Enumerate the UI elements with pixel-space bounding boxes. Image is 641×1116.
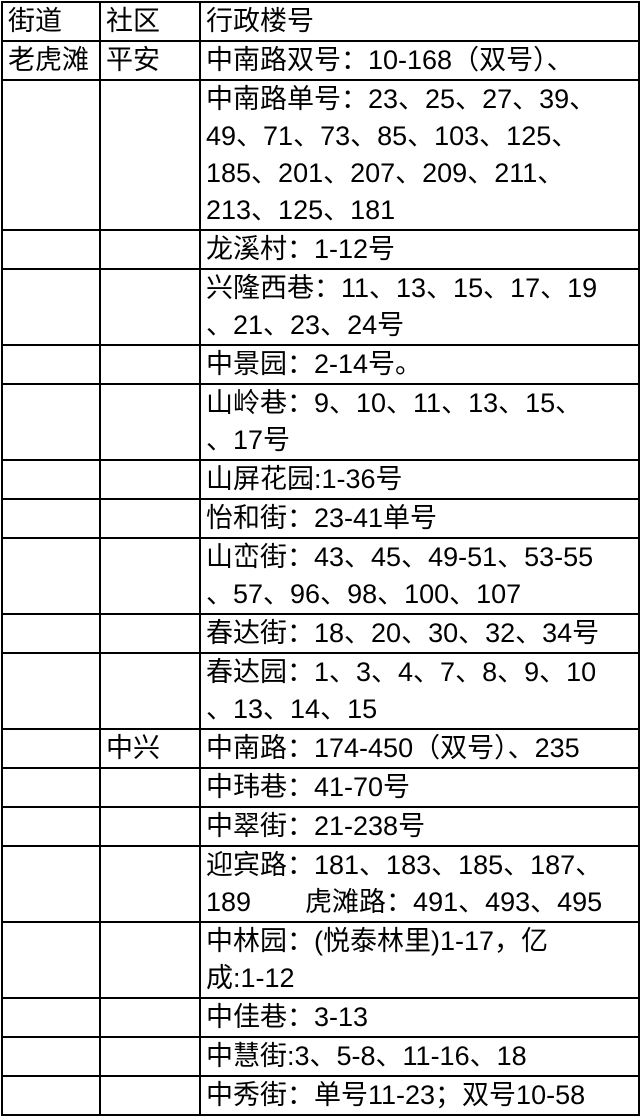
buildings-cell: 山岭巷：9、10、11、13、15、 、17号: [199, 383, 640, 461]
buildings-cell: 中秀街：单号11-23；双号10-58: [199, 1075, 640, 1116]
buildings-cell: 春达街：18、20、30、32、34号: [199, 613, 640, 654]
table-row: 中兴 中南路：174-450（双号）、235: [1, 728, 640, 769]
street-cell: [1, 613, 101, 654]
table-row: 山岭巷：9、10、11、13、15、 、17号: [1, 383, 640, 461]
table-row: 怡和街：23-41单号: [1, 498, 640, 539]
table-row: 中南路单号：23、25、27、39、 49、71、73、85、103、125、 …: [1, 79, 640, 231]
buildings-cell: 兴隆西巷：11、13、15、17、19 、21、23、24号: [199, 268, 640, 346]
community-cell: [99, 806, 201, 847]
community-cell: 中兴: [99, 728, 201, 769]
buildings-cell: 中翠街：21-238号: [199, 806, 640, 847]
buildings-cell: 中南路单号：23、25、27、39、 49、71、73、85、103、125、 …: [199, 79, 640, 231]
community-cell: [99, 997, 201, 1038]
community-cell: [99, 498, 201, 539]
buildings-cell: 怡和街：23-41单号: [199, 498, 640, 539]
table-row: 龙溪村：1-12号: [1, 229, 640, 270]
buildings-cell: 中玮巷：41-70号: [199, 767, 640, 808]
table-row: 中佳巷：3-13: [1, 997, 640, 1038]
buildings-cell: 春达园：1、3、4、7、8、9、10 、13、14、15: [199, 652, 640, 730]
street-cell: [1, 1036, 101, 1077]
community-cell: [99, 921, 201, 999]
street-cell: [1, 383, 101, 461]
buildings-cell: 中慧街:3、5-8、11-16、18: [199, 1036, 640, 1077]
buildings-cell: 中南路双号：10-168（双号）、: [199, 40, 640, 81]
street-cell: [1, 728, 101, 769]
community-cell: [99, 268, 201, 346]
community-cell: [99, 344, 201, 385]
buildings-cell: 山屏花园:1-36号: [199, 459, 640, 500]
street-cell: [1, 498, 101, 539]
table-row: 中林园：(悦泰林里)1-17，亿 成:1-12: [1, 921, 640, 999]
community-cell: [99, 537, 201, 615]
table-row: 老虎滩 平安 中南路双号：10-168（双号）、: [1, 40, 640, 81]
column-header-buildings: 行政楼号: [199, 1, 640, 42]
street-cell: [1, 344, 101, 385]
table-row: 中慧街:3、5-8、11-16、18: [1, 1036, 640, 1077]
street-cell: [1, 652, 101, 730]
community-cell: [99, 383, 201, 461]
table-row: 春达街：18、20、30、32、34号: [1, 613, 640, 654]
street-cell: [1, 921, 101, 999]
street-cell: [1, 806, 101, 847]
buildings-cell: 中景园：2-14号。: [199, 344, 640, 385]
table-row: 中秀街：单号11-23；双号10-58: [1, 1075, 640, 1116]
table-row: 中景园：2-14号。: [1, 344, 640, 385]
table-row: 山峦街：43、45、49-51、53-55 、57、96、98、100、107: [1, 537, 640, 615]
table-row: 山屏花园:1-36号: [1, 459, 640, 500]
table-row: 中翠街：21-238号: [1, 806, 640, 847]
header-row: 街道 社区 行政楼号: [1, 1, 640, 42]
column-header-community: 社区: [99, 1, 201, 42]
buildings-cell: 迎宾路：181、183、185、187、 189 虎滩路：491、493、495: [199, 845, 640, 923]
street-cell: [1, 268, 101, 346]
buildings-cell: 山峦街：43、45、49-51、53-55 、57、96、98、100、107: [199, 537, 640, 615]
community-cell: 平安: [99, 40, 201, 81]
street-cell: [1, 997, 101, 1038]
street-cell: [1, 767, 101, 808]
buildings-cell: 中佳巷：3-13: [199, 997, 640, 1038]
community-cell: [99, 459, 201, 500]
community-cell: [99, 767, 201, 808]
street-cell: 老虎滩: [1, 40, 101, 81]
community-cell: [99, 652, 201, 730]
community-cell: [99, 79, 201, 231]
street-cell: [1, 845, 101, 923]
community-cell: [99, 229, 201, 270]
table-row: 兴隆西巷：11、13、15、17、19 、21、23、24号: [1, 268, 640, 346]
table-row: 迎宾路：181、183、185、187、 189 虎滩路：491、493、495: [1, 845, 640, 923]
column-header-street: 街道: [1, 1, 101, 42]
street-cell: [1, 537, 101, 615]
community-cell: [99, 1075, 201, 1116]
community-cell: [99, 613, 201, 654]
buildings-cell: 中林园：(悦泰林里)1-17，亿 成:1-12: [199, 921, 640, 999]
community-cell: [99, 1036, 201, 1077]
buildings-cell: 中南路：174-450（双号）、235: [199, 728, 640, 769]
table-row: 春达园：1、3、4、7、8、9、10 、13、14、15: [1, 652, 640, 730]
buildings-cell: 龙溪村：1-12号: [199, 229, 640, 270]
table-row: 中玮巷：41-70号: [1, 767, 640, 808]
street-cell: [1, 229, 101, 270]
street-cell: [1, 459, 101, 500]
street-cell: [1, 1075, 101, 1116]
street-cell: [1, 79, 101, 231]
community-cell: [99, 845, 201, 923]
